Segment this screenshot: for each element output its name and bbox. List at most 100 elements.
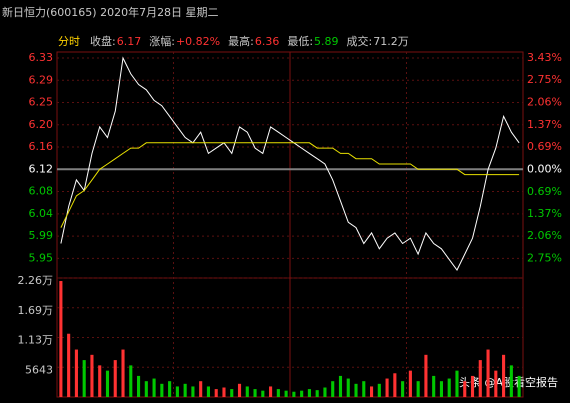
- volume-bar: [269, 386, 273, 397]
- volume-bar: [199, 381, 203, 397]
- volume-bar: [369, 386, 374, 397]
- volume-bar: [300, 390, 304, 397]
- volume-bar: [401, 381, 405, 397]
- volume-bar: [191, 386, 195, 397]
- volume-bar: [98, 365, 102, 397]
- volume-bar: [447, 378, 451, 397]
- volume-bar: [354, 383, 358, 397]
- info-label: 收盘:: [90, 34, 116, 48]
- volume-bar: [105, 370, 110, 397]
- watermark: 头条 @A股看空报告: [459, 375, 558, 389]
- volume-bar: [144, 381, 148, 397]
- y2-tick-label: 1.37%: [527, 207, 562, 220]
- price-line: [60, 142, 520, 228]
- y-tick-label: 5643: [25, 363, 53, 376]
- volume-bar: [168, 381, 172, 397]
- volume-bar: [214, 389, 218, 397]
- volume-bar: [160, 383, 164, 397]
- y2-tick-label: 2.06%: [527, 229, 562, 242]
- volume-bar: [136, 375, 141, 397]
- y-tick-label: 6.12: [29, 162, 54, 175]
- y-tick-label: 2.26万: [18, 274, 54, 287]
- volume-bar: [424, 354, 428, 397]
- volume-bar: [338, 375, 343, 397]
- y2-tick-label: 2.06%: [527, 95, 562, 108]
- info-label: 涨幅:: [149, 35, 175, 48]
- y-tick-label: 6.25: [29, 96, 54, 109]
- y-tick-label: 1.13万: [18, 334, 54, 347]
- volume-bar: [432, 375, 436, 397]
- volume-bar: [455, 370, 459, 397]
- y2-tick-label: 0.69%: [527, 140, 562, 153]
- mode-label: 分时: [58, 35, 80, 48]
- volume-bar: [245, 386, 249, 397]
- volume-bar: [478, 360, 482, 397]
- y-tick-label: 6.04: [29, 207, 54, 220]
- volume-bar: [276, 389, 280, 397]
- y-tick-label: 6.29: [29, 73, 54, 86]
- volume-bar: [385, 378, 389, 397]
- volume-bar: [377, 383, 381, 397]
- volume-bar: [517, 375, 521, 397]
- y2-tick-label: 2.75%: [527, 252, 562, 265]
- volume-bar: [362, 381, 366, 397]
- volume-bar: [121, 349, 125, 397]
- y2-tick-label: 1.37%: [527, 118, 562, 131]
- volume-bar: [67, 333, 71, 397]
- volume-bar: [502, 354, 506, 397]
- y-tick-label: 6.33: [29, 51, 54, 64]
- volume-bar: [206, 386, 211, 397]
- info-value: +0.82%: [176, 35, 220, 48]
- volume-bar: [90, 354, 94, 397]
- volume-bar: [486, 349, 490, 397]
- y2-tick-label: 0.00%: [527, 162, 562, 175]
- y-tick-label: 5.99: [29, 229, 54, 242]
- volume-bar: [307, 389, 311, 397]
- volume-bar: [230, 389, 234, 397]
- y-tick-label: 1.69万: [18, 304, 54, 317]
- chart-title: 新日恒力(600165) 2020年7月28日 星期二: [2, 5, 219, 19]
- info-label: 最低:: [287, 35, 313, 48]
- volume-bar: [222, 387, 226, 397]
- info-value: 5.89: [314, 35, 339, 48]
- volume-bar: [237, 383, 242, 397]
- volume-bar: [59, 281, 63, 397]
- volume-bar: [494, 370, 498, 397]
- volume-bar: [416, 381, 420, 397]
- info-label: 最高:: [228, 34, 254, 48]
- volume-bar: [315, 390, 319, 397]
- volume-bar: [175, 386, 179, 397]
- volume-bar: [408, 370, 412, 397]
- volume-bar: [82, 360, 86, 397]
- volume-bar: [509, 365, 513, 397]
- volume-bar: [74, 349, 78, 397]
- info-label: 成交:: [347, 34, 373, 48]
- volume-bar: [113, 360, 117, 397]
- volume-bar: [439, 381, 444, 397]
- volume-bar: [284, 390, 288, 397]
- y2-tick-label: 2.75%: [527, 73, 562, 86]
- volume-bar: [129, 365, 133, 397]
- info-value: 6.17: [117, 35, 142, 48]
- volume-bar: [261, 390, 265, 397]
- volume-bar: [292, 391, 296, 397]
- volume-bar: [183, 383, 187, 397]
- y-tick-label: 5.95: [29, 251, 54, 264]
- price-line: [60, 56, 520, 271]
- volume-bar: [393, 373, 397, 397]
- volume-bar: [346, 378, 350, 397]
- volume-bar: [463, 381, 467, 397]
- info-value: 6.36: [255, 35, 280, 48]
- volume-bar: [152, 378, 156, 397]
- volume-bar: [253, 389, 257, 397]
- volume-bar: [323, 387, 327, 397]
- y2-tick-label: 0.69%: [527, 185, 562, 198]
- volume-bar: [470, 375, 475, 397]
- info-value: 71.2万: [373, 35, 409, 48]
- y-tick-label: 6.08: [29, 185, 54, 198]
- y-tick-label: 6.16: [29, 140, 54, 153]
- y2-tick-label: 3.43%: [527, 51, 562, 64]
- y-tick-label: 6.20: [29, 118, 54, 131]
